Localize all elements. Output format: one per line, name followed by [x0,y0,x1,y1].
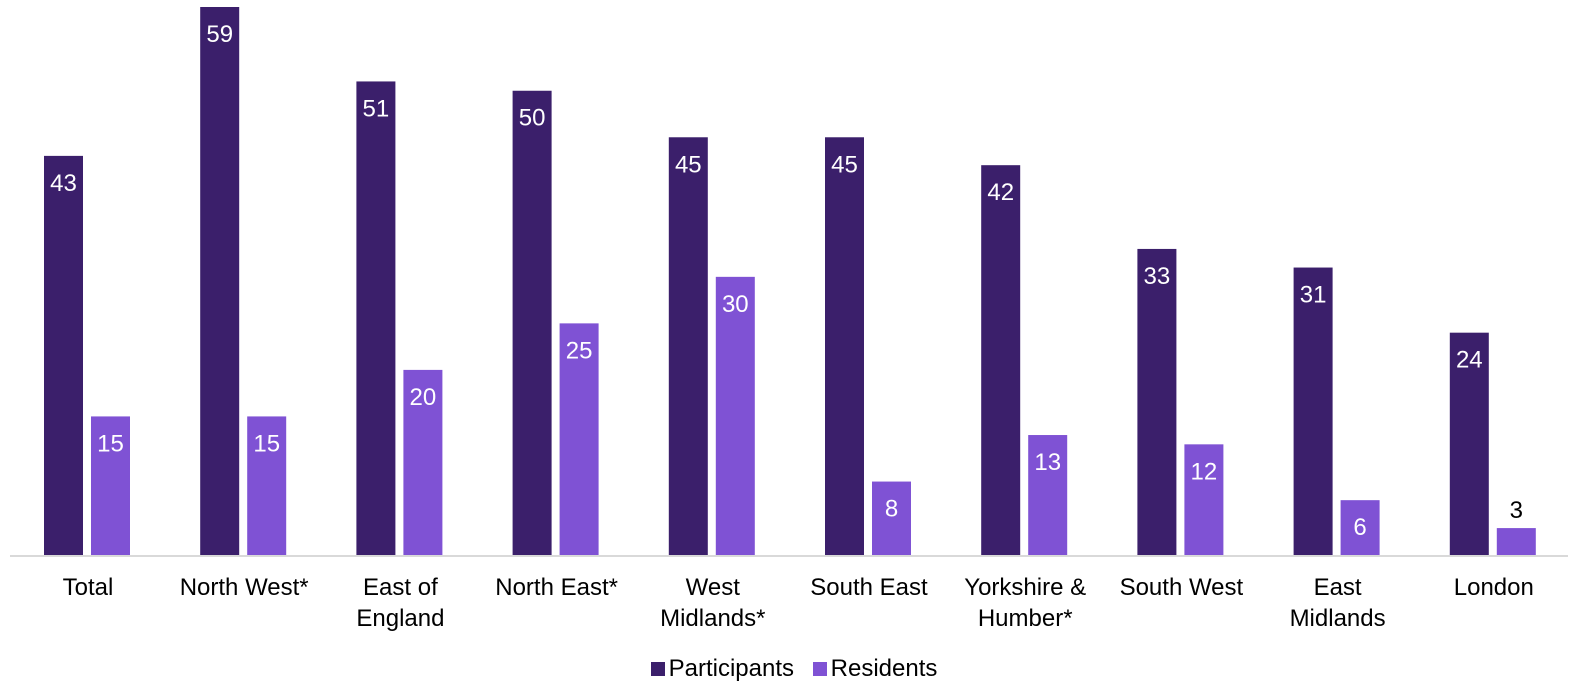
data-label-participants-east-midlands: 31 [1300,282,1327,309]
data-label-residents-south-west: 12 [1191,458,1218,485]
bar-participants-yorkshire-humber [981,165,1021,556]
x-tick-label-yorkshire-humber: Yorkshire & [964,574,1086,601]
x-tick-label-east-of-england: East of [363,574,438,601]
bar-participants-east-midlands [1293,267,1333,556]
data-label-participants-total: 43 [50,170,77,197]
bar-participants-total [44,155,83,557]
legend-item-residents: Residents [812,655,938,683]
x-tick-label-west-midlands: Midlands* [660,605,765,632]
data-label-participants-yorkshire-humber: 42 [987,179,1014,206]
bar-participants-north-east [512,90,552,557]
x-tick-label-south-west: South West [1120,574,1244,601]
data-label-residents-west-midlands: 30 [722,291,749,318]
legend-swatch-residents [812,662,827,676]
bar-residents-north-west [247,416,287,556]
bar-residents-north-east [559,323,599,556]
x-tick-label-west-midlands: West [686,574,741,601]
bar-participants-east-of-england [356,81,396,557]
x-axis-labels: Total North West* East of England North East… [63,574,1534,632]
x-tick-label-east-midlands: Midlands [1290,605,1386,632]
data-label-residents-east-midlands: 6 [1353,514,1366,541]
bar-residents-yorkshire-humber [1028,435,1068,556]
data-label-participants-london: 24 [1456,347,1483,374]
bar-residents-east-midlands [1340,500,1380,556]
legend: Participants Residents [0,655,1588,683]
x-tick-label-total: Total [63,574,114,601]
x-tick-label-london: London [1454,574,1534,601]
bar-residents-east-of-england [403,369,443,556]
data-label-participants-north-west: 59 [206,21,233,48]
data-label-residents-london: 3 [1510,497,1523,524]
data-label-residents-yorkshire-humber: 13 [1034,449,1061,476]
bar-residents-total [91,416,130,556]
bar-participants-london [1449,332,1489,556]
x-tick-label-south-east: South East [810,574,928,601]
bar-residents-south-east [872,481,911,556]
x-tick-label-yorkshire-humber: Humber* [978,605,1073,632]
bar-participants-south-west [1137,248,1177,557]
data-label-residents-north-east: 25 [566,337,593,364]
legend-item-participants: Participants [650,655,794,683]
data-label-participants-west-midlands: 45 [675,151,702,178]
data-label-participants-north-east: 50 [519,105,546,132]
bar-residents-south-west [1184,444,1224,556]
bar-participants-west-midlands [668,137,708,556]
x-tick-label-north-east: North East* [495,574,618,601]
legend-label-participants: Participants [668,655,794,682]
bars-group: 43 15 59 15 51 20 50 25 45 30 45 8 42 13 33 12 31 6 24 3 [44,7,1536,557]
x-tick-label-east-midlands: East [1314,574,1362,601]
legend-label-residents: Residents [830,655,938,682]
data-label-participants-south-east: 45 [831,151,858,178]
x-tick-label-east-of-england: England [356,605,444,632]
data-label-residents-east-of-england: 20 [410,384,437,411]
bar-residents-west-midlands [715,276,755,556]
x-tick-label-north-west: North West* [180,574,309,601]
data-label-residents-south-east: 8 [885,496,898,523]
data-label-participants-south-west: 33 [1144,263,1171,290]
data-label-residents-total: 15 [97,430,124,457]
bar-participants-north-west [200,7,240,556]
bar-participants-south-east [825,137,864,556]
legend-swatch-participants [650,662,665,676]
data-label-participants-east-of-england: 51 [363,95,390,122]
data-label-residents-north-west: 15 [253,430,280,457]
bar-residents-london [1496,528,1536,556]
